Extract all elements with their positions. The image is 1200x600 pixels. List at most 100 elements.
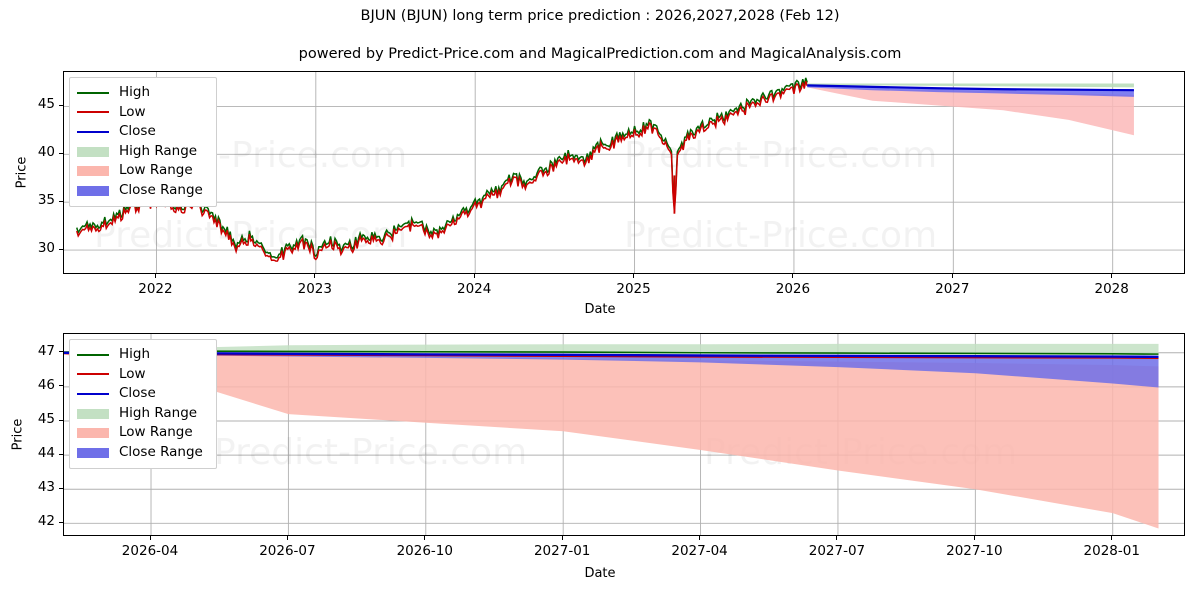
forecast-detail-x-tickmark [973, 536, 975, 540]
overview-legend-label: Close [119, 123, 156, 140]
forecast-detail-legend-item-low-range: Low Range [76, 423, 208, 443]
overview-legend-swatch-patch-icon [76, 145, 110, 159]
overview-legend-label: High Range [119, 142, 198, 159]
forecast-detail-legend-swatch-line-icon [76, 367, 110, 381]
forecast-detail-y-tickmark [59, 521, 63, 523]
forecast-detail-x-tickmark [286, 536, 288, 540]
forecast-detail-x-axis-label: Date [584, 566, 616, 581]
forecast-detail-x-tick: 2026-04 [121, 543, 179, 559]
page-title: BJUN (BJUN) long term price prediction :… [360, 8, 840, 24]
overview-x-tickmark [473, 274, 475, 278]
overview-legend-label: High [119, 84, 151, 101]
forecast-detail-legend-label: Close Range [119, 444, 203, 461]
overview-x-tickmark [792, 274, 794, 278]
forecast-detail-legend: High Low Close High Range Low Range Close Ran… [69, 339, 217, 469]
overview-y-tickmark [59, 248, 63, 250]
overview-x-tickmark [314, 274, 316, 278]
overview-watermark: Predict-Price.com Predict-Price.comPredic… [94, 135, 937, 256]
forecast-detail-legend-swatch-line-icon [76, 387, 110, 401]
forecast-detail-legend-label: Close [119, 385, 156, 402]
forecast-detail-legend-item-close-range: Close Range [76, 443, 208, 463]
forecast-detail-y-tickmark [59, 453, 63, 455]
forecast-detail-legend-item-close: Close [76, 384, 208, 404]
overview-y-tick: 35 [37, 192, 55, 209]
overview-legend-item-high: High [76, 83, 208, 103]
forecast-detail-x-tickmark [1111, 536, 1113, 540]
overview-plot-area: Predict-Price.com Predict-Price.com Predic… [63, 71, 1185, 274]
overview-legend-label: Low [119, 103, 146, 120]
forecast-detail-x-tickmark [149, 536, 151, 540]
forecast-detail-y-tick: 47 [37, 342, 55, 359]
overview-legend-swatch-line-icon [76, 125, 110, 139]
overview-x-tick: 2028 [1094, 281, 1129, 297]
forecast-detail-legend-label: Low [119, 365, 146, 382]
overview-legend-label: Low Range [119, 162, 193, 179]
overview-y-tickmark [59, 104, 63, 106]
forecast-detail-legend-swatch-patch-icon [76, 446, 110, 460]
svg-text:Predict-Price.com: Predict-Price.com [214, 432, 527, 473]
forecast-detail-y-tickmark [59, 419, 63, 421]
forecast-detail-y-tick: 43 [37, 479, 55, 496]
forecast-detail-close-line [64, 351, 1159, 359]
overview-high-range-band [807, 83, 1134, 88]
overview-legend-item-low-range: Low Range [76, 161, 208, 181]
svg-text:Predict-Price.com: Predict-Price.com [624, 215, 937, 256]
overview-y-tickmark [59, 200, 63, 202]
overview-low-range-band [807, 87, 1134, 136]
forecast-detail-x-tick: 2026-07 [259, 543, 316, 559]
overview-y-tick: 40 [37, 144, 55, 161]
forecast-detail-close-range-band [64, 352, 1159, 388]
forecast-detail-legend-item-low: Low [76, 365, 208, 385]
forecast-detail-y-tick: 46 [37, 376, 55, 393]
forecast-detail-low-range-band [64, 353, 1159, 529]
page-subtitle: powered by Predict-Price.com and Magical… [298, 46, 902, 62]
overview-close-forecast-line [807, 84, 1134, 92]
overview-x-tick: 2023 [297, 281, 332, 297]
forecast-detail-x-tickmark [561, 536, 563, 540]
overview-legend-item-high-range: High Range [76, 142, 208, 162]
overview-legend-item-close: Close [76, 122, 208, 142]
overview-x-tick: 2024 [457, 281, 492, 297]
overview-y-tick: 45 [37, 96, 55, 113]
forecast-detail-legend-swatch-line-icon [76, 348, 110, 362]
forecast-detail-x-tickmark [424, 536, 426, 540]
overview-y-tick: 30 [37, 240, 55, 257]
forecast-detail-legend-label: High [119, 346, 151, 363]
forecast-detail-x-tick: 2028-01 [1083, 543, 1140, 559]
forecast-detail-x-tick: 2027-10 [946, 543, 1003, 559]
forecast-detail-x-tick: 2027-07 [808, 543, 866, 559]
overview-x-tickmark [1111, 274, 1113, 278]
forecast-detail-legend-label: Low Range [119, 424, 193, 441]
overview-x-tick: 2022 [138, 281, 173, 297]
overview-plot-svg: Predict-Price.com Predict-Price.comPredic… [64, 72, 1184, 273]
overview-legend: High Low Close High Range Low Range Close Ran… [69, 77, 217, 207]
overview-x-tickmark [633, 274, 635, 278]
forecast-detail-x-tick: 2027-04 [671, 543, 728, 559]
forecast-detail-y-tick: 44 [37, 445, 55, 462]
forecast-detail-y-tickmark [59, 487, 63, 489]
overview-legend-swatch-patch-icon [76, 184, 110, 198]
overview-legend-label: Close Range [119, 182, 203, 199]
forecast-detail-y-tick: 45 [37, 411, 55, 427]
forecast-detail-x-tick: 2027-01 [533, 543, 591, 559]
overview-x-axis-label: Date [584, 302, 616, 317]
overview-legend-item-low: Low [76, 103, 208, 123]
forecast-detail-legend-label: High Range [119, 404, 198, 421]
forecast-detail-x-tick: 2026-10 [396, 543, 453, 559]
overview-x-tick: 2027 [935, 281, 970, 297]
overview-chart-panel: Predict-Price.com Predict-Price.com Predic… [63, 71, 1185, 274]
overview-legend-swatch-line-icon [76, 86, 110, 100]
forecast-detail-y-tickmark [59, 351, 63, 353]
forecast-detail-y-tickmark [59, 385, 63, 387]
forecast-detail-x-tickmark [699, 536, 701, 540]
overview-legend-item-close-range: Close Range [76, 181, 208, 201]
forecast-detail-x-tickmark [836, 536, 838, 540]
forecast-detail-legend-item-high: High [76, 345, 208, 365]
overview-legend-swatch-line-icon [76, 105, 110, 119]
overview-x-tickmark [951, 274, 953, 278]
forecast-detail-legend-swatch-patch-icon [76, 426, 110, 440]
forecast-detail-high-line [64, 350, 1159, 355]
